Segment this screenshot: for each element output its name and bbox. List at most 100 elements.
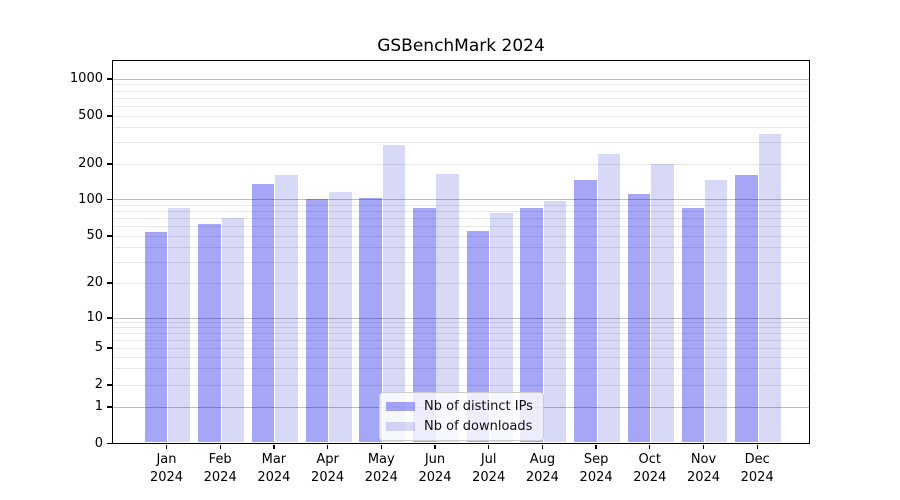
bar-downloads-feb bbox=[221, 217, 245, 443]
legend: Nb of distinct IPs Nb of downloads bbox=[379, 392, 544, 441]
x-tick-month: Dec bbox=[744, 452, 770, 467]
y-tick-label-100: 100 bbox=[78, 191, 103, 207]
x-tick-year: 2024 bbox=[311, 469, 345, 485]
y-tick-mark-200 bbox=[107, 163, 112, 165]
x-tick-year: 2024 bbox=[740, 469, 774, 485]
y-tick-mark-1 bbox=[107, 406, 112, 408]
x-tick-label-jun: Jun 2024 bbox=[403, 451, 467, 486]
x-tick-label-mar: Mar 2024 bbox=[242, 451, 306, 486]
x-tick-year: 2024 bbox=[472, 469, 506, 485]
x-tick-month: Feb bbox=[208, 452, 232, 467]
x-tick-label-dec: Dec 2024 bbox=[725, 451, 789, 486]
x-tick-month: May bbox=[367, 452, 395, 467]
x-tick-mark-aug bbox=[541, 444, 544, 449]
bar-downloads-nov bbox=[704, 180, 728, 443]
legend-label-distinct-ips: Nb of distinct IPs bbox=[424, 399, 533, 414]
minor-gridline-500 bbox=[113, 115, 809, 117]
x-tick-year: 2024 bbox=[633, 469, 667, 485]
minor-gridline-600 bbox=[113, 105, 809, 107]
x-tick-month: Jul bbox=[480, 452, 497, 467]
y-tick-mark-0 bbox=[107, 442, 112, 445]
major-gridline-100 bbox=[113, 199, 809, 201]
x-tick-year: 2024 bbox=[364, 469, 398, 485]
legend-swatch-distinct-ips bbox=[386, 402, 415, 411]
x-tick-year: 2024 bbox=[418, 469, 452, 485]
minor-gridline-6 bbox=[113, 339, 809, 341]
x-tick-year: 2024 bbox=[149, 469, 184, 485]
minor-gridline-80 bbox=[113, 210, 809, 212]
x-tick-mark-feb bbox=[219, 444, 221, 449]
y-tick-label-200: 200 bbox=[78, 156, 103, 171]
x-tick-year: 2024 bbox=[257, 469, 291, 485]
x-tick-mark-apr bbox=[326, 444, 329, 449]
bar-distinct-ips-jun bbox=[413, 207, 436, 443]
y-tick-mark-10 bbox=[107, 317, 112, 319]
x-tick-month: Nov bbox=[690, 452, 717, 467]
minor-gridline-2 bbox=[113, 384, 809, 386]
minor-gridline-7 bbox=[113, 333, 809, 335]
y-tick-label-0: 0 bbox=[94, 435, 103, 451]
x-tick-label-may: May 2024 bbox=[349, 451, 413, 486]
y-tick-label-50: 50 bbox=[86, 228, 103, 243]
y-tick-label-2: 2 bbox=[94, 377, 103, 392]
y-tick-mark-50 bbox=[107, 235, 112, 237]
bar-distinct-ips-jul bbox=[466, 230, 490, 443]
bar-distinct-ips-oct bbox=[627, 194, 651, 443]
minor-gridline-900 bbox=[113, 84, 809, 86]
minor-gridline-4 bbox=[113, 356, 809, 358]
minor-gridline-50 bbox=[113, 235, 809, 237]
y-tick-mark-20 bbox=[107, 282, 112, 284]
chart-title: GSBenchMark 2024 bbox=[377, 36, 545, 56]
x-tick-label-jul: Jul 2024 bbox=[457, 451, 521, 486]
bar-downloads-apr bbox=[329, 191, 352, 443]
bar-downloads-jul bbox=[490, 212, 513, 443]
x-tick-label-aug: Aug 2024 bbox=[510, 451, 574, 486]
bar-distinct-ips-dec bbox=[735, 175, 758, 443]
bar-distinct-ips-jan bbox=[144, 231, 168, 443]
bar-downloads-jan bbox=[167, 208, 191, 443]
bar-distinct-ips-apr bbox=[305, 199, 329, 443]
bar-downloads-mar bbox=[275, 175, 298, 443]
x-tick-label-nov: Nov 2024 bbox=[672, 451, 736, 486]
legend-label-downloads: Nb of downloads bbox=[424, 419, 533, 434]
y-tick-mark-2 bbox=[107, 384, 112, 386]
y-tick-mark-1000 bbox=[107, 78, 112, 80]
minor-gridline-30 bbox=[113, 261, 809, 263]
bar-downloads-sep bbox=[597, 154, 621, 443]
bar-downloads-may bbox=[382, 145, 406, 443]
x-tick-mark-mar bbox=[273, 444, 275, 449]
minor-gridline-3 bbox=[113, 368, 809, 370]
x-tick-label-feb: Feb 2024 bbox=[188, 451, 252, 486]
major-gridline-10 bbox=[113, 317, 809, 319]
legend-row-distinct-ips: Nb of distinct IPs bbox=[386, 399, 533, 414]
x-tick-month: Jan bbox=[156, 452, 177, 467]
minor-gridline-8 bbox=[113, 327, 809, 329]
bar-downloads-jun bbox=[436, 173, 459, 443]
bar-distinct-ips-feb bbox=[198, 224, 221, 443]
bar-downloads-dec bbox=[758, 134, 782, 443]
major-gridline-1000 bbox=[113, 78, 809, 80]
x-tick-mark-jul bbox=[488, 444, 490, 449]
bar-distinct-ips-aug bbox=[520, 207, 543, 443]
y-tick-label-20: 20 bbox=[86, 275, 103, 290]
x-tick-month: Sep bbox=[583, 452, 609, 467]
x-tick-year: 2024 bbox=[203, 469, 237, 485]
minor-gridline-200 bbox=[113, 163, 809, 165]
bar-distinct-ips-may bbox=[359, 198, 382, 443]
x-tick-mark-sep bbox=[595, 444, 597, 449]
x-tick-year: 2024 bbox=[579, 469, 613, 485]
minor-gridline-70 bbox=[113, 217, 809, 219]
minor-gridline-700 bbox=[113, 97, 809, 99]
x-tick-month: Jun bbox=[424, 452, 446, 467]
x-tick-mark-nov bbox=[702, 444, 705, 449]
y-tick-mark-5 bbox=[107, 347, 112, 349]
x-tick-month: Apr bbox=[316, 452, 339, 467]
minor-gridline-60 bbox=[113, 226, 809, 228]
x-tick-mark-jan bbox=[165, 444, 168, 449]
bar-distinct-ips-nov bbox=[681, 207, 705, 443]
minor-gridline-90 bbox=[113, 204, 809, 206]
y-tick-label-10: 10 bbox=[86, 310, 103, 325]
y-tick-label-1000: 1000 bbox=[69, 71, 103, 86]
plot-area: Nb of distinct IPs Nb of downloads bbox=[112, 60, 810, 444]
x-tick-mark-may bbox=[380, 444, 382, 449]
